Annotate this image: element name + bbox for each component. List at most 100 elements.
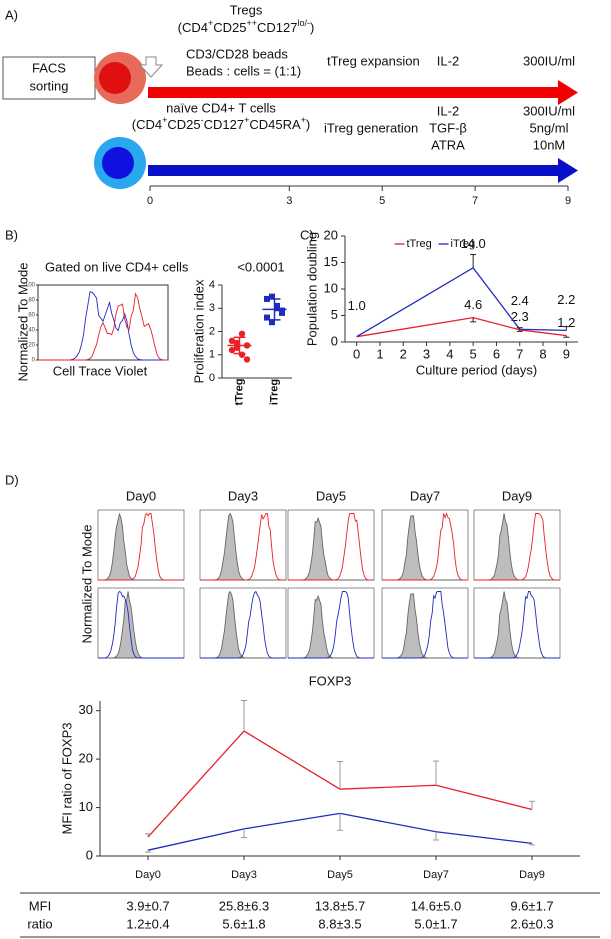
x-tick-label: Day3 xyxy=(231,869,257,881)
panel-label: A) xyxy=(5,7,18,22)
day-title: Day0 xyxy=(126,488,156,503)
x-tick-label: iTreg xyxy=(268,379,280,405)
table-row-label: ratio xyxy=(27,916,52,931)
day-title: Day9 xyxy=(502,488,532,503)
naive-title: naïve CD4+ T cells xyxy=(166,100,276,115)
y-tick-label: 0 xyxy=(32,358,36,364)
y-tick-label: 20 xyxy=(79,751,93,766)
superscript: - xyxy=(201,115,204,125)
day-title: Day7 xyxy=(410,488,440,503)
histogram-curve xyxy=(98,590,184,659)
data-point xyxy=(269,293,275,300)
y-tick-label: 10 xyxy=(324,280,338,295)
x-tick-label: tTreg xyxy=(233,379,245,406)
histogram-curve xyxy=(382,591,468,659)
data-point xyxy=(264,314,270,321)
y-tick-label: 0 xyxy=(331,333,338,348)
y-axis-label: Proliferation index xyxy=(191,279,206,384)
blue-arrow-head xyxy=(558,158,578,183)
x-axis-label: FOXP3 xyxy=(309,673,352,688)
panel-label: B) xyxy=(5,227,18,242)
value-label: 4.6 xyxy=(464,297,482,312)
x-axis-label: Culture period (days) xyxy=(416,362,537,377)
table-cell: 8.8±3.5 xyxy=(318,916,361,931)
panel-label: C) xyxy=(300,227,314,242)
marker-text: (CD4+CD25-CD127+CD45RA+) xyxy=(132,115,311,132)
superscript: + xyxy=(208,18,213,28)
y-tick-label: 20 xyxy=(324,227,338,242)
tick-label: 0 xyxy=(147,195,153,207)
table-cell: 1.2±0.4 xyxy=(126,916,169,931)
series-line xyxy=(356,316,567,338)
y-axis-label: Normalized To Mode xyxy=(79,525,94,644)
marker-part: CD25 xyxy=(167,117,200,132)
data-point xyxy=(269,319,275,326)
y-tick-label: 5 xyxy=(331,307,338,322)
data-point xyxy=(279,309,285,316)
histogram-frame xyxy=(199,587,287,659)
value-label: 1.2 xyxy=(557,315,575,330)
histogram-frame xyxy=(287,587,375,659)
marker-part: (CD4 xyxy=(178,20,208,35)
series-line xyxy=(356,266,567,338)
histogram-curve xyxy=(382,512,468,581)
table-cell: 9.6±1.7 xyxy=(510,898,553,913)
gate-text: Gated on live CD4+ cells xyxy=(45,259,189,274)
day-title: Day3 xyxy=(228,488,258,503)
y-tick-label: 30 xyxy=(79,702,93,717)
dose: 300IU/ml xyxy=(523,103,575,118)
y-tick-label: 0 xyxy=(209,372,215,384)
table-cell: 5.0±1.7 xyxy=(414,916,457,931)
x-tick-label: 7 xyxy=(516,346,523,361)
data-point xyxy=(228,346,236,354)
y-axis-label: Normalized To Mode xyxy=(15,263,30,382)
superscript: + xyxy=(162,115,167,125)
value-label: 2.2 xyxy=(557,292,575,307)
superscript: + xyxy=(244,115,249,125)
y-tick-label: 20 xyxy=(28,343,35,349)
x-axis-label: Cell Trace Violet xyxy=(53,363,148,378)
y-tick-label: 60 xyxy=(28,313,35,319)
histogram-frame xyxy=(199,509,287,581)
histogram-frame xyxy=(473,509,561,581)
table-cell: 2.6±0.3 xyxy=(510,916,553,931)
histogram-curve xyxy=(38,292,168,361)
superscript: lo/- xyxy=(297,18,310,28)
y-tick-label: 80 xyxy=(28,298,35,304)
superscript: ++ xyxy=(247,18,258,28)
x-tick-label: 3 xyxy=(423,346,430,361)
table-cell: 3.9±0.7 xyxy=(126,898,169,913)
histogram-curve xyxy=(474,513,560,581)
ratio-text: Beads : cells = (1:1) xyxy=(186,63,301,78)
superscript: + xyxy=(301,115,306,125)
x-tick-label: 1 xyxy=(376,346,383,361)
histogram-frame xyxy=(287,509,375,581)
tick-label: 7 xyxy=(472,195,478,207)
dose: 5ng/ml xyxy=(529,120,568,135)
step-text: iTreg generation xyxy=(324,120,418,135)
marker-part: CD127 xyxy=(204,117,244,132)
y-tick-label: 40 xyxy=(28,328,35,334)
y-tick-label: 2 xyxy=(209,325,215,337)
red-arrow xyxy=(148,87,560,98)
x-tick-label: 0 xyxy=(353,346,360,361)
data-point xyxy=(243,356,251,363)
histogram-curve xyxy=(38,291,168,361)
histogram-frame xyxy=(473,587,561,659)
x-tick-label: 8 xyxy=(539,346,546,361)
y-tick-label: 3 xyxy=(209,302,215,314)
marker-part: CD127 xyxy=(257,20,297,35)
data-point xyxy=(238,330,246,338)
table-cell: 13.8±5.7 xyxy=(315,898,366,913)
y-tick-label: 1 xyxy=(209,349,215,361)
annotation: <0.0001 xyxy=(237,259,284,274)
tick-label: 5 xyxy=(379,195,385,207)
y-tick-label: 10 xyxy=(79,799,93,814)
table-cell: 14.6±5.0 xyxy=(411,898,462,913)
histogram-curve xyxy=(288,591,374,659)
step-text: tTreg expansion xyxy=(327,53,420,68)
x-tick-label: 5 xyxy=(470,346,477,361)
y-axis-label: Population doubling xyxy=(304,232,319,346)
facs-text: FACS xyxy=(32,60,66,75)
data-point xyxy=(228,337,236,344)
